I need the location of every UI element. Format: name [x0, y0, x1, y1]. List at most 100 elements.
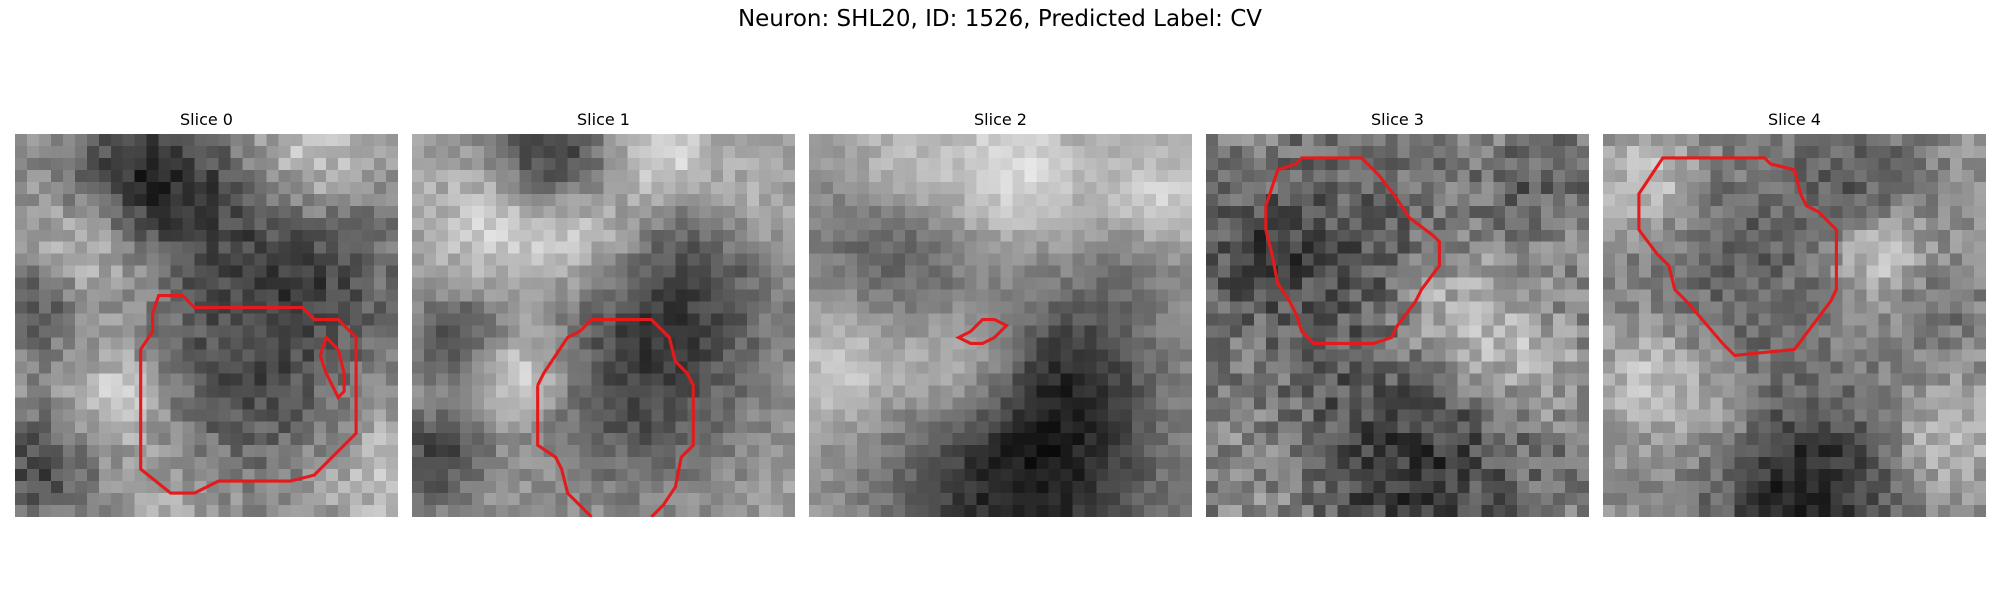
pixel — [916, 505, 929, 517]
pixel — [1734, 193, 1747, 207]
pixel — [1746, 229, 1759, 242]
pixel — [723, 481, 736, 494]
pixel — [1445, 265, 1458, 278]
pixel — [1638, 313, 1652, 326]
pixel — [663, 169, 676, 183]
pixel — [1662, 325, 1676, 338]
pixel — [771, 229, 784, 242]
pixel — [1493, 277, 1506, 290]
pixel — [1253, 457, 1267, 470]
pixel — [74, 337, 88, 350]
pixel — [1108, 289, 1121, 302]
pixel — [783, 433, 795, 446]
pixel — [507, 493, 520, 506]
pixel — [880, 313, 894, 326]
pixel — [110, 385, 123, 398]
pixel — [928, 145, 941, 159]
pixel — [976, 457, 989, 470]
pixel — [386, 409, 398, 422]
pixel — [1265, 361, 1279, 374]
pixel — [1830, 301, 1843, 314]
pixel — [146, 385, 159, 398]
pixel — [976, 493, 989, 506]
pixel — [86, 253, 100, 266]
pixel — [1132, 493, 1145, 506]
pixel — [1842, 301, 1855, 314]
pixel — [15, 445, 28, 458]
pixel — [519, 301, 532, 314]
pixel — [1614, 241, 1628, 254]
pixel — [1541, 145, 1554, 159]
pixel — [15, 277, 28, 290]
pixel — [711, 134, 724, 147]
pixel — [952, 409, 965, 422]
pixel — [435, 181, 449, 195]
pixel — [1253, 445, 1267, 458]
pixel — [627, 361, 640, 374]
pixel — [1517, 229, 1530, 242]
pixel — [952, 349, 965, 362]
pixel — [1229, 505, 1243, 517]
pixel — [1132, 157, 1145, 171]
pixel — [254, 205, 267, 219]
pixel — [386, 337, 398, 350]
pixel — [278, 433, 291, 446]
pixel — [134, 325, 147, 338]
pixel — [38, 481, 52, 494]
pixel — [1577, 325, 1589, 338]
pixel — [1120, 134, 1133, 147]
pixel — [362, 265, 375, 278]
pixel — [964, 457, 977, 470]
pixel — [1325, 385, 1338, 398]
pixel — [1277, 469, 1291, 482]
pixel — [412, 361, 425, 374]
pixel — [110, 493, 123, 506]
pixel — [747, 265, 760, 278]
pixel — [1565, 397, 1578, 410]
pixel — [170, 469, 183, 482]
pixel — [1144, 445, 1157, 458]
pixel — [1349, 289, 1362, 302]
pixel — [206, 457, 219, 470]
pixel — [1084, 469, 1097, 482]
pixel — [892, 361, 905, 374]
pixel — [1662, 217, 1676, 230]
pixel — [1144, 349, 1157, 362]
pixel — [1794, 409, 1807, 422]
pixel — [940, 157, 953, 171]
pixel — [1084, 505, 1097, 517]
pixel — [579, 481, 592, 494]
pixel — [194, 337, 207, 350]
pixel — [1794, 301, 1807, 314]
pixel — [1603, 313, 1616, 326]
pixel — [747, 457, 760, 470]
pixel — [1397, 253, 1410, 266]
pixel — [735, 469, 748, 482]
pixel — [1782, 265, 1795, 278]
pixel — [1217, 253, 1231, 266]
pixel — [1469, 481, 1482, 494]
pixel — [483, 134, 497, 147]
pixel — [723, 493, 736, 506]
pixel — [1770, 265, 1783, 278]
pixel — [783, 421, 795, 434]
pixel — [74, 313, 88, 326]
pixel — [747, 361, 760, 374]
pixel — [1108, 253, 1121, 266]
pixel — [820, 493, 834, 506]
pixel — [771, 313, 784, 326]
pixel — [567, 301, 580, 314]
pixel — [1229, 253, 1243, 266]
pixel — [1217, 481, 1231, 494]
pixel — [1614, 409, 1628, 422]
pixel — [1830, 397, 1843, 410]
pixel — [1577, 337, 1589, 350]
pixel — [62, 409, 76, 422]
pixel — [832, 385, 846, 398]
pixel — [1974, 229, 1986, 242]
pixel — [892, 205, 905, 219]
pixel — [1361, 181, 1374, 195]
pixel — [1409, 505, 1422, 517]
pixel — [38, 385, 52, 398]
pixel — [1457, 457, 1470, 470]
